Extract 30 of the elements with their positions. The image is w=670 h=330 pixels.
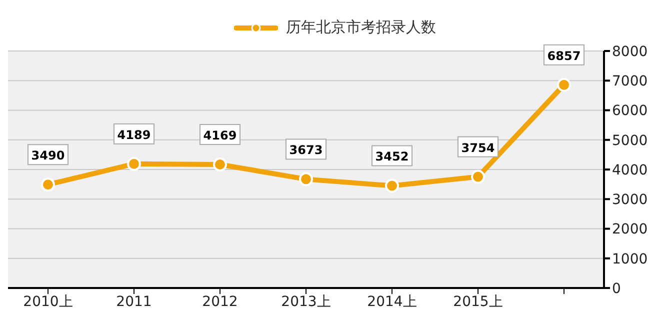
data-label: 3673 (289, 143, 323, 158)
point (41, 178, 55, 192)
point (127, 156, 141, 171)
point (213, 157, 227, 172)
y-tick-label: 2000 (612, 222, 648, 238)
point (557, 78, 571, 92)
y-tick-label: 4000 (612, 162, 648, 178)
x-tick-label: 2015上 (453, 294, 503, 310)
y-tick-label: 8000 (612, 44, 648, 60)
data-label: 4169 (203, 128, 237, 142)
point (471, 170, 485, 184)
y-tick-label: 1000 (612, 251, 648, 268)
y-tick-label: 0 (612, 280, 621, 297)
data-label: 3754 (461, 140, 495, 155)
data-label: 3452 (375, 150, 409, 164)
data-label: 6857 (547, 48, 581, 63)
point (385, 178, 399, 193)
y-tick-label: 5000 (612, 132, 648, 149)
x-tick-label: 2012 (202, 294, 238, 310)
legend-label: 历年北京市考招录人数 (286, 18, 436, 37)
x-tick-label: 2011 (116, 294, 152, 310)
y-tick-label: 6000 (612, 103, 648, 120)
x-tick-label: 2013上 (281, 294, 331, 310)
point (299, 172, 313, 186)
y-tick-label: 3000 (612, 192, 648, 208)
y-tick-label: 7000 (612, 74, 648, 90)
data-label: 4189 (117, 128, 151, 142)
x-tick-label: 2010上 (23, 294, 73, 310)
data-label: 3490 (31, 148, 65, 163)
x-tick-label: 2014上 (367, 294, 417, 310)
